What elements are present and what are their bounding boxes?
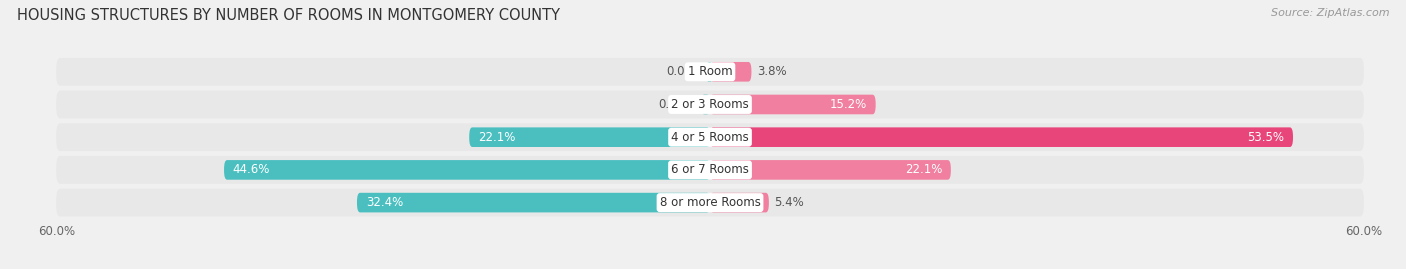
FancyBboxPatch shape [56, 189, 1364, 217]
FancyBboxPatch shape [710, 128, 1294, 147]
FancyBboxPatch shape [56, 58, 1364, 86]
Text: 44.6%: 44.6% [233, 163, 270, 176]
FancyBboxPatch shape [710, 95, 876, 114]
Text: 6 or 7 Rooms: 6 or 7 Rooms [671, 163, 749, 176]
FancyBboxPatch shape [710, 160, 950, 180]
FancyBboxPatch shape [56, 123, 1364, 151]
Text: 53.5%: 53.5% [1247, 131, 1284, 144]
FancyBboxPatch shape [710, 62, 751, 82]
Text: 0.82%: 0.82% [658, 98, 696, 111]
Text: 15.2%: 15.2% [830, 98, 868, 111]
FancyBboxPatch shape [56, 91, 1364, 118]
FancyBboxPatch shape [710, 193, 769, 213]
Text: 0.08%: 0.08% [666, 65, 704, 78]
FancyBboxPatch shape [56, 156, 1364, 184]
FancyBboxPatch shape [707, 62, 713, 82]
Text: 1 Room: 1 Room [688, 65, 733, 78]
Text: 32.4%: 32.4% [366, 196, 404, 209]
Text: HOUSING STRUCTURES BY NUMBER OF ROOMS IN MONTGOMERY COUNTY: HOUSING STRUCTURES BY NUMBER OF ROOMS IN… [17, 8, 560, 23]
Text: 3.8%: 3.8% [756, 65, 786, 78]
Text: 22.1%: 22.1% [904, 163, 942, 176]
Text: 5.4%: 5.4% [775, 196, 804, 209]
FancyBboxPatch shape [357, 193, 710, 213]
FancyBboxPatch shape [224, 160, 710, 180]
Text: 22.1%: 22.1% [478, 131, 516, 144]
Text: 4 or 5 Rooms: 4 or 5 Rooms [671, 131, 749, 144]
FancyBboxPatch shape [702, 95, 710, 114]
Text: 8 or more Rooms: 8 or more Rooms [659, 196, 761, 209]
FancyBboxPatch shape [470, 128, 710, 147]
Text: 2 or 3 Rooms: 2 or 3 Rooms [671, 98, 749, 111]
Text: Source: ZipAtlas.com: Source: ZipAtlas.com [1271, 8, 1389, 18]
